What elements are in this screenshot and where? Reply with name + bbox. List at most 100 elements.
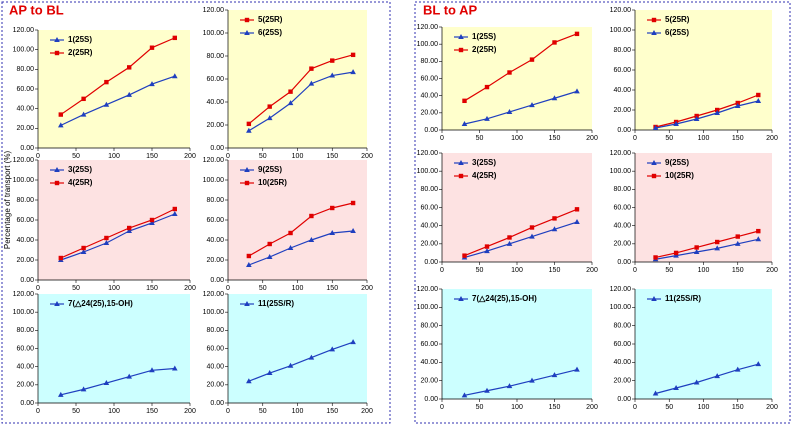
y-tick-label: 60.00 <box>420 75 438 82</box>
series-line <box>655 363 759 395</box>
x-tick-label: 200 <box>184 285 196 292</box>
series-line <box>464 208 578 257</box>
y-tick-label: 20.00 <box>613 378 631 385</box>
y-tick-label: 60.00 <box>16 86 34 93</box>
x-tick-label: 150 <box>326 153 338 160</box>
x-tick-label: 0 <box>226 285 230 292</box>
y-tick-label: 120.00 <box>417 286 439 293</box>
marker <box>81 245 86 251</box>
y-tick-label: 60.00 <box>206 345 224 352</box>
legend-label: 3(25S) <box>68 165 92 174</box>
marker <box>506 383 513 389</box>
series-line <box>248 54 354 125</box>
series-line <box>248 230 354 266</box>
marker <box>266 370 273 376</box>
y-tick-label: 40.00 <box>613 223 631 230</box>
group-title: AP to BL <box>9 2 64 17</box>
marker <box>329 72 336 78</box>
series-line <box>655 94 759 128</box>
marker <box>529 233 535 239</box>
marker <box>172 35 177 41</box>
marker <box>308 237 315 242</box>
x-tick-label: 50 <box>72 408 80 415</box>
marker <box>149 217 155 223</box>
legend-label: 6(25S) <box>665 28 689 37</box>
plot-area <box>635 153 772 262</box>
axis <box>227 160 367 281</box>
marker <box>80 249 87 254</box>
y-tick-label: 60.00 <box>613 341 631 348</box>
marker <box>266 254 273 259</box>
y-tick-label: 20.00 <box>16 382 34 389</box>
axis <box>227 294 367 404</box>
marker <box>244 301 250 306</box>
x-tick-label: 50 <box>476 404 484 411</box>
x-tick-label: 200 <box>766 404 778 411</box>
x-tick-label: 0 <box>633 404 637 411</box>
group-title: BL to AP <box>423 2 477 17</box>
axis <box>441 153 592 263</box>
marker <box>651 173 657 179</box>
y-tick-label: 80.00 <box>16 66 34 73</box>
marker <box>651 296 657 301</box>
x-tick-label: 50 <box>72 285 80 292</box>
marker <box>246 121 252 127</box>
x-tick-label: 0 <box>633 267 637 274</box>
marker <box>350 52 356 58</box>
marker <box>246 253 252 259</box>
y-tick-label: 100.00 <box>13 177 35 184</box>
series-line <box>464 221 578 259</box>
x-tick-label: 150 <box>326 285 338 292</box>
y-tick-label: 20.00 <box>206 122 224 129</box>
marker <box>287 362 294 368</box>
marker <box>574 219 580 225</box>
marker <box>529 225 535 230</box>
marker <box>103 380 110 386</box>
plot-area <box>442 289 592 399</box>
series-line <box>464 33 578 102</box>
marker <box>484 244 490 249</box>
legend-label: 3(25S) <box>472 158 496 167</box>
y-tick-label: 100.00 <box>203 177 225 184</box>
legend-label: 2(25R) <box>68 48 93 57</box>
y-tick-label: 120.00 <box>13 291 35 298</box>
plot-area <box>228 10 367 148</box>
x-tick-label: 50 <box>72 153 80 160</box>
y-tick-label: 80.00 <box>420 186 438 193</box>
marker <box>58 391 64 397</box>
marker <box>735 234 740 239</box>
x-tick-label: 100 <box>698 267 710 274</box>
x-tick-label: 200 <box>361 285 373 292</box>
y-tick-label: 80.00 <box>420 58 438 65</box>
marker <box>81 96 86 102</box>
marker <box>756 92 761 98</box>
marker <box>458 160 464 165</box>
x-tick-label: 50 <box>259 408 267 415</box>
y-tick-label: 60.00 <box>16 345 34 352</box>
marker <box>244 180 250 186</box>
marker <box>551 95 558 101</box>
marker <box>246 127 252 133</box>
x-tick-label: 100 <box>108 153 120 160</box>
marker <box>552 216 557 221</box>
x-tick-label: 50 <box>259 285 267 292</box>
marker <box>103 240 110 245</box>
x-tick-label: 100 <box>511 404 523 411</box>
marker <box>308 80 315 86</box>
y-tick-label: 80.00 <box>206 53 224 60</box>
x-tick-label: 0 <box>440 267 444 274</box>
plot-area <box>38 30 190 148</box>
marker <box>653 255 658 260</box>
marker <box>651 160 657 165</box>
marker <box>329 346 336 352</box>
legend-label: 9(25S) <box>665 158 689 167</box>
marker <box>287 245 294 250</box>
x-tick-label: 100 <box>108 408 120 415</box>
x-tick-label: 0 <box>36 408 40 415</box>
x-tick-label: 0 <box>226 408 230 415</box>
y-tick-label: 20.00 <box>420 378 438 385</box>
y-tick-label: 80.00 <box>613 47 631 54</box>
y-tick-label: 60.00 <box>420 204 438 211</box>
marker <box>714 110 720 115</box>
